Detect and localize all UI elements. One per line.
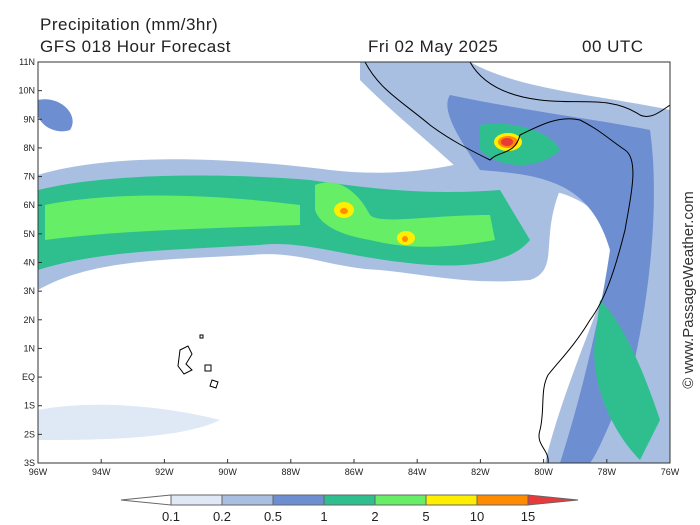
lat-label: 11N [19,57,35,67]
legend-swatch [476,494,529,506]
legend-label: 15 [521,509,535,524]
date: Fri 02 May 2025 [368,37,498,56]
legend-label: 2 [371,509,378,524]
map [37,61,671,464]
time: 00 UTC [582,37,644,56]
legend-arrow-low [120,494,172,506]
lon-label: 76W [661,467,680,477]
lat-label: 5N [23,229,35,239]
lon-label: 78W [598,467,617,477]
lon-label: 84W [408,467,427,477]
lat-label: 6N [23,200,35,210]
lat-label: 4N [23,258,35,268]
lon-label: 82W [471,467,490,477]
lat-label: 1S [24,401,35,411]
lon-label: 88W [282,467,301,477]
lat-label: 2S [24,429,35,439]
legend-swatch [221,494,274,506]
legend-label: 1 [320,509,327,524]
legend-arrow-high [527,494,579,506]
legend-swatch [425,494,478,506]
lon-label: 80W [534,467,553,477]
precip [38,62,670,463]
legend-swatch [374,494,427,506]
lon-label: 96W [29,467,48,477]
coastline [177,62,670,463]
lon-label: 94W [92,467,111,477]
legend-swatch [323,494,376,506]
legend-swatch [272,494,325,506]
legend: 0.1 0.2 0.5 1 2 5 10 15 [120,494,579,524]
lon-label: 86W [345,467,364,477]
legend-label: 0.5 [264,509,282,524]
lat-label: 9N [23,114,35,124]
lat-label: 8N [23,143,35,153]
credit: © www.PassageWeather.com [680,191,697,389]
lat-label: EQ [22,372,35,382]
lat-label: 3S [24,458,35,468]
legend-label: 10 [470,509,484,524]
lon-label: 90W [218,467,237,477]
lat-label: 3N [23,286,35,296]
model: GFS 018 Hour Forecast [40,37,231,56]
lat-label: 7N [23,172,35,182]
legend-label: 0.1 [162,509,180,524]
lat-label: 10N [18,86,35,96]
lon-label: 92W [155,467,174,477]
lat-label: 2N [23,315,35,325]
title: Precipitation (mm/3hr) [40,15,218,34]
legend-label: 0.2 [213,509,231,524]
legend-swatch [170,494,223,506]
legend-label: 5 [422,509,429,524]
lat-label: 1N [23,343,35,353]
